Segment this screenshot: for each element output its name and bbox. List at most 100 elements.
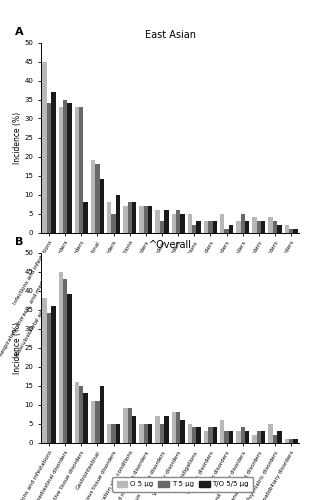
Bar — [112, 214, 116, 233]
Bar — [51, 92, 55, 232]
Bar — [123, 206, 128, 233]
Bar — [95, 400, 100, 442]
Bar — [47, 104, 51, 232]
Bar — [197, 221, 201, 232]
Bar — [192, 428, 197, 442]
Bar — [220, 420, 224, 442]
Bar — [229, 225, 233, 232]
Bar — [252, 218, 257, 232]
Bar — [164, 416, 169, 442]
Bar — [107, 424, 112, 442]
Bar — [79, 107, 83, 232]
Bar — [63, 100, 67, 232]
Bar — [293, 228, 298, 232]
Bar — [208, 221, 213, 232]
Bar — [176, 210, 180, 233]
Bar — [273, 435, 277, 442]
Bar — [245, 221, 249, 232]
Bar — [213, 428, 217, 442]
Y-axis label: Incidence (%): Incidence (%) — [13, 322, 21, 374]
Bar — [148, 206, 152, 233]
Bar — [176, 412, 180, 442]
Bar — [160, 424, 164, 442]
Bar — [91, 160, 95, 232]
Bar — [148, 424, 152, 442]
Bar — [180, 214, 185, 233]
Bar — [172, 214, 176, 233]
Title: East Asian: East Asian — [145, 30, 196, 40]
Bar — [252, 435, 257, 442]
Bar — [224, 228, 229, 232]
Bar — [273, 221, 277, 232]
Bar — [289, 438, 293, 442]
Bar — [257, 431, 261, 442]
Bar — [59, 107, 63, 232]
Bar — [128, 408, 132, 442]
Bar — [180, 420, 185, 442]
Text: A: A — [15, 28, 24, 38]
Bar — [75, 382, 79, 442]
Bar — [144, 206, 148, 233]
Bar — [277, 431, 282, 442]
Bar — [139, 424, 144, 442]
Bar — [47, 314, 51, 442]
Bar — [43, 62, 47, 232]
Bar — [139, 206, 144, 233]
Bar — [164, 210, 169, 233]
Bar — [261, 431, 266, 442]
Bar — [229, 431, 233, 442]
Bar — [188, 424, 192, 442]
Bar — [59, 272, 63, 442]
Bar — [261, 221, 266, 232]
Bar — [213, 221, 217, 232]
Title: ^Overall: ^Overall — [149, 240, 192, 250]
Bar — [220, 214, 224, 233]
Bar — [144, 424, 148, 442]
Bar — [156, 416, 160, 442]
Bar — [268, 218, 273, 232]
Bar — [116, 424, 120, 442]
Bar — [100, 180, 104, 233]
Bar — [67, 104, 72, 232]
Text: B: B — [15, 238, 24, 248]
Bar — [83, 393, 88, 442]
Bar — [188, 214, 192, 233]
Bar — [204, 221, 208, 232]
Bar — [236, 431, 241, 442]
Bar — [63, 279, 67, 442]
Bar — [289, 228, 293, 232]
Bar — [116, 194, 120, 232]
Bar — [95, 164, 100, 232]
Bar — [293, 438, 298, 442]
Bar — [204, 431, 208, 442]
Bar — [160, 221, 164, 232]
Bar — [43, 298, 47, 442]
Bar — [285, 225, 289, 232]
Bar — [208, 428, 213, 442]
Bar — [112, 424, 116, 442]
Bar — [197, 428, 201, 442]
Bar — [241, 214, 245, 233]
Bar — [224, 431, 229, 442]
Bar — [132, 416, 136, 442]
Bar — [123, 408, 128, 442]
Bar — [236, 221, 241, 232]
Y-axis label: Incidence (%): Incidence (%) — [13, 112, 21, 164]
Bar — [91, 400, 95, 442]
Bar — [156, 210, 160, 233]
Bar — [285, 438, 289, 442]
Bar — [107, 202, 112, 232]
Bar — [75, 107, 79, 232]
Bar — [245, 431, 249, 442]
Bar — [192, 225, 197, 232]
Bar — [128, 202, 132, 232]
Bar — [277, 225, 282, 232]
Bar — [172, 412, 176, 442]
Bar — [79, 386, 83, 442]
Bar — [83, 202, 88, 232]
Bar — [132, 202, 136, 232]
Bar — [241, 428, 245, 442]
Bar — [100, 386, 104, 442]
Bar — [51, 306, 55, 442]
Bar — [257, 221, 261, 232]
